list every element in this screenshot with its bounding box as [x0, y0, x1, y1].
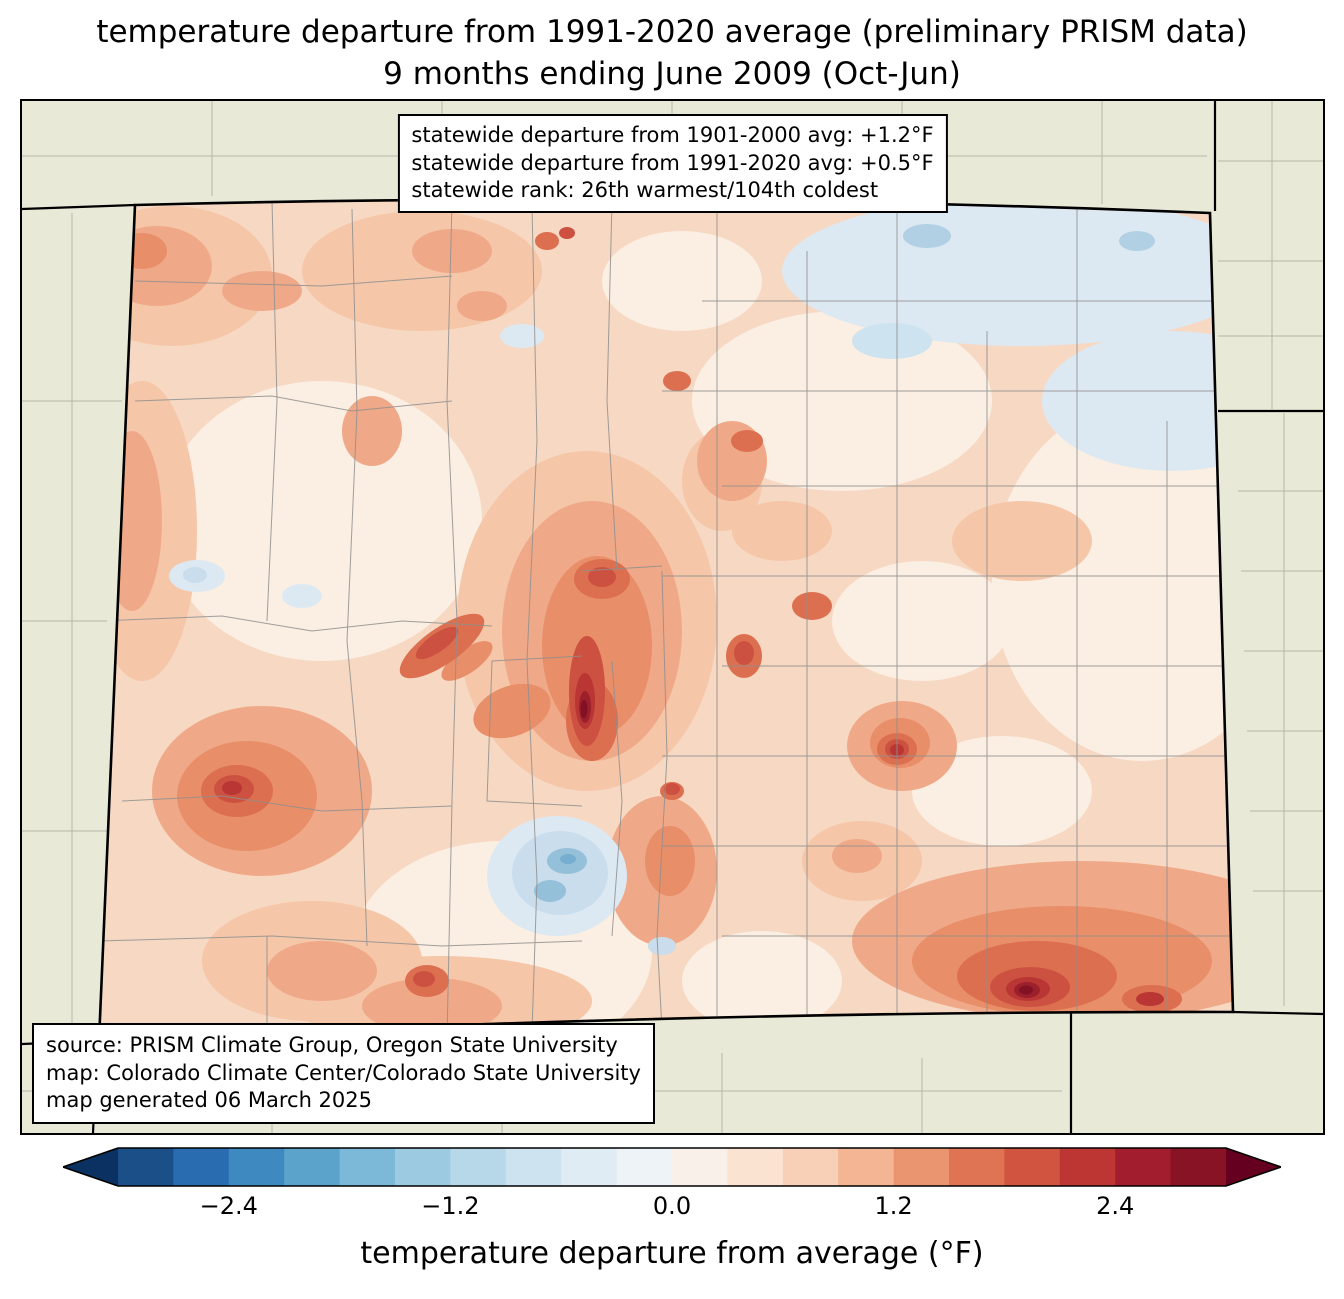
stats-line-1901-2000: statewide departure from 1901-2000 avg: …: [411, 123, 934, 147]
colorado-temperature-map: [22, 101, 1323, 1133]
colorbar-svg: [60, 1147, 1284, 1187]
map-credit-line: map: Colorado Climate Center/Colorado St…: [46, 1060, 641, 1085]
colorado-temperature-field: [99, 199, 1233, 1042]
map-plot-area: statewide departure from 1901-2000 avg: …: [20, 99, 1325, 1135]
stats-line-1991-2020: statewide departure from 1991-2020 avg: …: [411, 150, 934, 175]
colorbar-tick-label: −1.2: [421, 1192, 480, 1220]
map-title-line-2: 9 months ending June 2009 (Oct-Jun): [383, 56, 961, 92]
map-generated-line: map generated 06 March 2025: [46, 1088, 373, 1113]
county-lines: [99, 200, 1233, 1040]
colorbar-tick-label: 2.4: [1096, 1192, 1135, 1220]
stats-line-rank: statewide rank: 26th warmest/104th colde…: [411, 178, 879, 203]
colorbar-axis-label: temperature departure from average (°F): [360, 1236, 984, 1271]
colorbar-tick-label: 0.0: [652, 1192, 692, 1220]
colorbar-tick-label: 1.2: [874, 1192, 913, 1220]
colorbar: [60, 1147, 1284, 1187]
colorbar-tick-labels: −2.4 −1.2 0.0 1.2 2.4: [63, 1192, 1281, 1222]
source-attribution-box: source: PRISM Climate Group, Oregon Stat…: [32, 1022, 655, 1124]
statewide-stats-box: statewide departure from 1901-2000 avg: …: [397, 114, 948, 214]
colorbar-tick-label: −2.4: [199, 1192, 258, 1220]
map-title-line-1: temperature departure from 1991-2020 ave…: [96, 14, 1248, 50]
source-line: source: PRISM Climate Group, Oregon Stat…: [46, 1032, 618, 1057]
